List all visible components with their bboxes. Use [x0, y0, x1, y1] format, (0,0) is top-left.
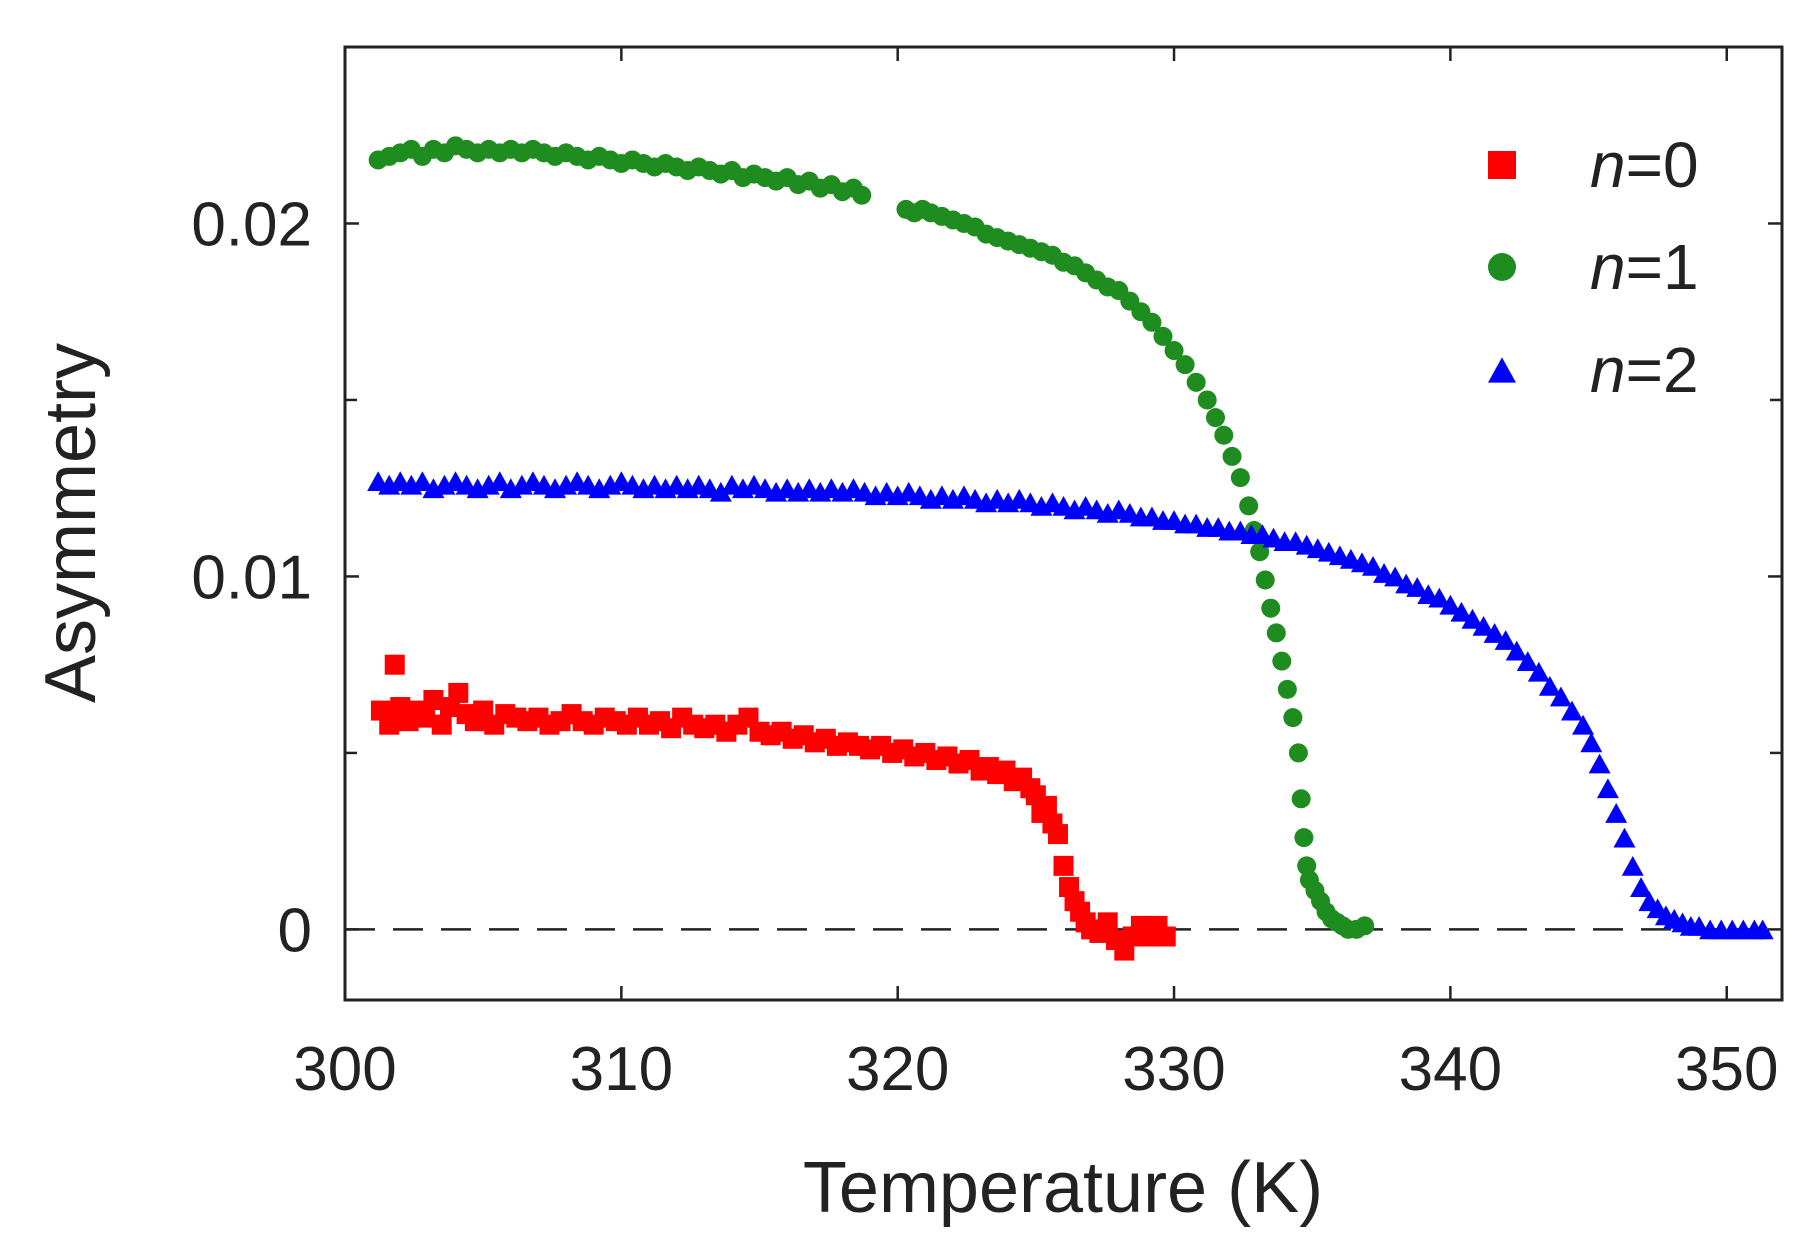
- x-tick-label: 350: [1675, 1035, 1778, 1104]
- data-point: [1505, 640, 1528, 661]
- data-point: [1580, 732, 1603, 753]
- data-point: [1255, 570, 1275, 590]
- data-point: [1214, 425, 1234, 445]
- data-point: [1461, 608, 1484, 629]
- data-point: [1494, 630, 1517, 650]
- x-tick-label: 340: [1399, 1035, 1502, 1104]
- data-point: [1527, 661, 1550, 682]
- data-series: [367, 136, 1774, 961]
- data-point: [1277, 679, 1297, 699]
- data-point: [1472, 615, 1495, 636]
- data-point: [1197, 390, 1217, 410]
- data-point: [1355, 916, 1375, 936]
- series-n-1: [368, 136, 1375, 939]
- data-point: [1596, 778, 1619, 799]
- data-point: [1142, 312, 1162, 332]
- data-point: [431, 714, 452, 735]
- data-point: [1153, 326, 1173, 346]
- data-point: [1560, 700, 1583, 721]
- data-point: [1538, 675, 1561, 696]
- data-point: [379, 714, 400, 735]
- data-point: [423, 689, 444, 710]
- data-point: [1297, 856, 1317, 876]
- data-point: [1164, 341, 1184, 361]
- data-point: [852, 185, 872, 205]
- data-point: [1294, 828, 1314, 848]
- data-point: [488, 471, 511, 492]
- legend-label: n=1: [1590, 231, 1699, 303]
- y-tick-label: 0.01: [191, 543, 312, 612]
- data-point: [1283, 708, 1303, 728]
- data-point: [1362, 555, 1385, 576]
- x-tick-label: 310: [570, 1035, 673, 1104]
- y-tick-label: 0: [278, 896, 312, 965]
- data-point: [1291, 789, 1311, 809]
- legend: n=0 n=1 n=2: [1488, 129, 1699, 406]
- data-point: [1222, 446, 1242, 466]
- x-axis-title: Temperature (K): [803, 1148, 1323, 1228]
- data-point: [1272, 651, 1292, 671]
- data-point: [1186, 372, 1206, 392]
- data-point: [1261, 598, 1281, 618]
- legend-marker: [1488, 357, 1516, 383]
- data-point: [1036, 795, 1057, 816]
- legend-marker: [1488, 151, 1516, 179]
- legend-marker: [1488, 253, 1516, 281]
- series-n-2: [367, 471, 1774, 940]
- data-point: [1751, 919, 1774, 940]
- legend-label: n=2: [1590, 334, 1699, 406]
- data-point: [411, 471, 434, 492]
- data-point: [1516, 651, 1539, 672]
- data-point: [1230, 468, 1250, 488]
- data-point: [1047, 824, 1068, 845]
- x-tick-label: 330: [1122, 1035, 1225, 1104]
- data-point: [1155, 926, 1176, 947]
- data-point: [1053, 855, 1074, 876]
- plot-frame: [343, 45, 1784, 1002]
- data-point: [1205, 408, 1225, 428]
- data-point: [1384, 566, 1407, 587]
- y-axis-title: Asymmetry: [31, 343, 111, 703]
- data-point: [1097, 912, 1118, 933]
- tick-labels: 300 310 320 330 340 350 0 0.01 0.02: [191, 190, 1778, 1104]
- data-point: [1428, 587, 1451, 608]
- data-point: [1439, 594, 1462, 615]
- series-n-0: [370, 654, 1176, 961]
- data-point: [709, 481, 732, 502]
- x-tick-label: 300: [293, 1035, 396, 1104]
- x-tick-label: 320: [846, 1035, 949, 1104]
- data-point: [1175, 355, 1195, 375]
- data-point: [1406, 577, 1429, 597]
- legend-label: n=0: [1590, 129, 1699, 201]
- data-point: [1266, 623, 1286, 643]
- data-point: [1630, 877, 1653, 897]
- data-point: [1483, 623, 1506, 643]
- data-point: [1621, 855, 1644, 876]
- data-point: [1288, 743, 1308, 763]
- data-point: [1239, 496, 1259, 516]
- data-point: [1572, 714, 1595, 735]
- y-tick-label: 0.02: [191, 190, 312, 259]
- data-point: [415, 707, 436, 728]
- data-point: [1549, 686, 1572, 707]
- data-point: [1605, 803, 1628, 823]
- data-point: [384, 654, 405, 675]
- data-point: [1613, 827, 1636, 848]
- data-point: [448, 682, 469, 703]
- data-point: [1450, 601, 1473, 622]
- data-point: [1588, 753, 1611, 774]
